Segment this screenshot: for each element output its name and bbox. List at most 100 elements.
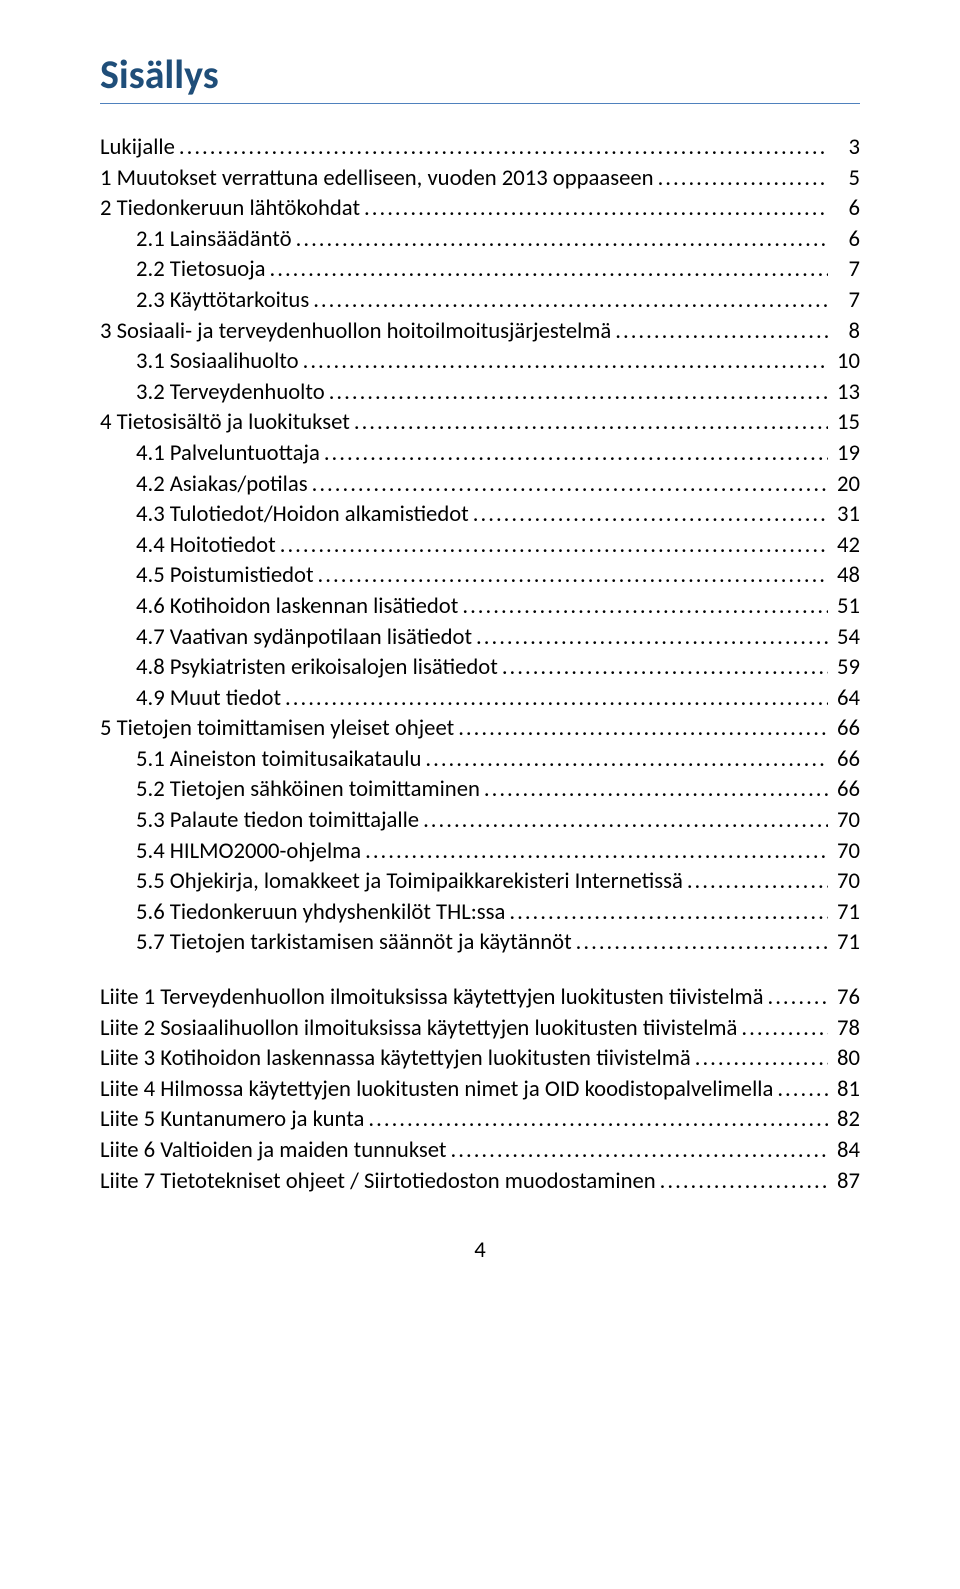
toc-entry: Liite 4 Hilmossa käytettyjen luokitusten… <box>100 1074 860 1105</box>
toc-entry-label: 4.4 Hoitotiedot <box>136 530 276 561</box>
toc-entry-label: 1 Muutokset verrattuna edelliseen, vuode… <box>100 163 654 194</box>
toc-entry: 5.4 HILMO2000-ohjelma70 <box>100 836 860 867</box>
toc-entry-leader <box>318 560 828 591</box>
toc-heading: Sisällys <box>100 50 860 104</box>
toc-entry-leader <box>615 316 828 347</box>
toc-entry-label: 4.7 Vaativan sydänpotilaan lisätiedot <box>136 622 472 653</box>
toc-entry-leader <box>423 805 828 836</box>
toc-entry: 3 Sosiaali- ja terveydenhuollon hoitoilm… <box>100 316 860 347</box>
toc-entry-label: 3 Sosiaali- ja terveydenhuollon hoitoilm… <box>100 316 611 347</box>
toc-entry-label: Liite 6 Valtioiden ja maiden tunnukset <box>100 1135 447 1166</box>
toc-entry-page: 19 <box>832 438 860 469</box>
toc-entry-leader <box>425 744 828 775</box>
toc-entry: Lukijalle 3 <box>100 132 860 163</box>
toc-entry: 2 Tiedonkeruun lähtökohdat6 <box>100 193 860 224</box>
toc-entry-leader <box>179 132 828 163</box>
toc-entry-label: Lukijalle <box>100 132 175 163</box>
toc-entry-label: 4.8 Psykiatristen erikoisalojen lisätied… <box>136 652 498 683</box>
toc-entry: 5.7 Tietojen tarkistamisen säännöt ja kä… <box>100 927 860 958</box>
toc-entry-leader <box>364 193 828 224</box>
toc-entry-label: Liite 2 Sosiaalihuollon ilmoituksissa kä… <box>100 1013 737 1044</box>
toc-entry-leader <box>509 897 828 928</box>
toc-entry: 2.3 Käyttötarkoitus7 <box>100 285 860 316</box>
toc-entry-page: 84 <box>832 1135 860 1166</box>
toc-entry: 4.7 Vaativan sydänpotilaan lisätiedot54 <box>100 622 860 653</box>
toc-entry-leader <box>484 774 828 805</box>
toc-entry: 5.2 Tietojen sähköinen toimittaminen 66 <box>100 774 860 805</box>
toc-entry-page: 59 <box>832 652 860 683</box>
toc-entry-leader <box>270 254 829 285</box>
toc-entry-page: 3 <box>832 132 860 163</box>
toc-entry-page: 8 <box>832 316 860 347</box>
toc-entry-label: 5.6 Tiedonkeruun yhdyshenkilöt THL:ssa <box>136 897 505 928</box>
toc-entry-label: 4.3 Tulotiedot/Hoidon alkamistiedot <box>136 499 469 530</box>
toc-entry-page: 6 <box>832 224 860 255</box>
toc-block-appendix: Liite 1 Terveydenhuollon ilmoituksissa k… <box>100 982 860 1196</box>
toc-entry-leader <box>476 622 828 653</box>
toc-entry-leader <box>329 377 828 408</box>
toc-entry: Liite 2 Sosiaalihuollon ilmoituksissa kä… <box>100 1013 860 1044</box>
toc-entry-label: 2 Tiedonkeruun lähtökohdat <box>100 193 360 224</box>
toc-entry-page: 5 <box>832 163 860 194</box>
toc-entry: 4 Tietosisältö ja luokitukset 15 <box>100 407 860 438</box>
toc-entry-leader <box>502 652 828 683</box>
toc-entry-label: 5.5 Ohjekirja, lomakkeet ja Toimipaikkar… <box>136 866 683 897</box>
toc-entry-label: Liite 5 Kuntanumero ja kunta <box>100 1104 364 1135</box>
toc-entry-leader <box>687 866 828 897</box>
toc-entry: 4.9 Muut tiedot64 <box>100 683 860 714</box>
toc-entry: 4.6 Kotihoidon laskennan lisätiedot 51 <box>100 591 860 622</box>
toc-entry: 4.1 Palveluntuottaja 19 <box>100 438 860 469</box>
toc-entry-label: 2.1 Lainsäädäntö <box>136 224 292 255</box>
toc-entry-page: 70 <box>832 805 860 836</box>
toc-entry-leader <box>285 683 828 714</box>
toc-entry-label: 4.1 Palveluntuottaja <box>136 438 320 469</box>
toc-entry-page: 51 <box>832 591 860 622</box>
toc-entry-page: 66 <box>832 744 860 775</box>
toc-entry-label: 4 Tietosisältö ja luokitukset <box>100 407 350 438</box>
toc-entry-leader <box>576 927 828 958</box>
toc-entry: 5.6 Tiedonkeruun yhdyshenkilöt THL:ssa 71 <box>100 897 860 928</box>
toc-entry-leader <box>777 1074 828 1105</box>
toc-entry-leader <box>368 1104 828 1135</box>
toc-entry: Liite 5 Kuntanumero ja kunta 82 <box>100 1104 860 1135</box>
toc-entry-label: 4.5 Poistumistiedot <box>136 560 314 591</box>
toc-entry: 4.8 Psykiatristen erikoisalojen lisätied… <box>100 652 860 683</box>
toc-entry-page: 82 <box>832 1104 860 1135</box>
toc-entry-leader <box>473 499 828 530</box>
toc-entry-page: 64 <box>832 683 860 714</box>
toc-entry: Liite 6 Valtioiden ja maiden tunnukset 84 <box>100 1135 860 1166</box>
toc-entry: Liite 3 Kotihoidon laskennassa käytettyj… <box>100 1043 860 1074</box>
toc-entry: Liite 1 Terveydenhuollon ilmoituksissa k… <box>100 982 860 1013</box>
toc-entry-label: 2.2 Tietosuoja <box>136 254 266 285</box>
toc-entry-page: 70 <box>832 866 860 897</box>
toc-entry: 5.1 Aineiston toimitusaikataulu66 <box>100 744 860 775</box>
toc-entry-label: 4.6 Kotihoidon laskennan lisätiedot <box>136 591 458 622</box>
toc-entry-page: 71 <box>832 927 860 958</box>
toc-entry-label: 5.4 HILMO2000-ohjelma <box>136 836 361 867</box>
toc-entry-leader <box>365 836 828 867</box>
toc-entry: Liite 7 Tietotekniset ohjeet / Siirtotie… <box>100 1166 860 1197</box>
toc-entry-page: 7 <box>832 254 860 285</box>
toc-entry-page: 87 <box>832 1166 860 1197</box>
toc-entry-page: 66 <box>832 774 860 805</box>
page-number: 4 <box>100 1236 860 1264</box>
toc-entry-label: 5.3 Palaute tiedon toimittajalle <box>136 805 419 836</box>
toc-entry-label: 5.2 Tietojen sähköinen toimittaminen <box>136 774 480 805</box>
toc-entry: 4.3 Tulotiedot/Hoidon alkamistiedot 31 <box>100 499 860 530</box>
toc-entry-leader <box>462 591 828 622</box>
toc-entry-leader <box>313 285 828 316</box>
toc-entry-page: 81 <box>832 1074 860 1105</box>
toc-entry-page: 80 <box>832 1043 860 1074</box>
toc-entry-leader <box>296 224 828 255</box>
toc-entry-leader <box>303 346 828 377</box>
toc-entry-page: 15 <box>832 407 860 438</box>
toc-entry-page: 78 <box>832 1013 860 1044</box>
toc-entry-label: Liite 7 Tietotekniset ohjeet / Siirtotie… <box>100 1166 656 1197</box>
toc-entry: 5.5 Ohjekirja, lomakkeet ja Toimipaikkar… <box>100 866 860 897</box>
toc-entry-page: 71 <box>832 897 860 928</box>
toc-entry: 5.3 Palaute tiedon toimittajalle 70 <box>100 805 860 836</box>
toc-entry: 1 Muutokset verrattuna edelliseen, vuode… <box>100 163 860 194</box>
toc-entry-page: 31 <box>832 499 860 530</box>
toc-entry: 2.1 Lainsäädäntö 6 <box>100 224 860 255</box>
toc-entry-page: 10 <box>832 346 860 377</box>
